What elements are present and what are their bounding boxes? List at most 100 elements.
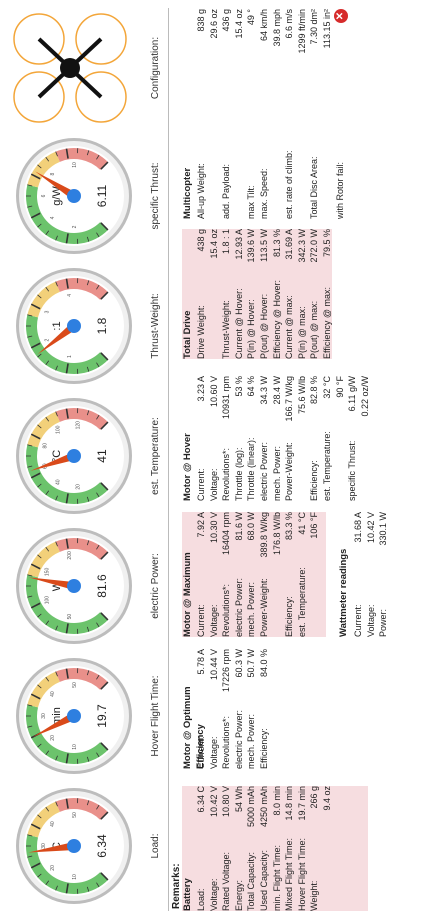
row-value: 166.7 W/kg <box>284 376 295 422</box>
gauge-needle <box>28 842 75 853</box>
row-label <box>296 54 309 219</box>
panel-row: 75.6 W/lb <box>296 376 309 501</box>
row-value: 106 °F <box>309 512 320 539</box>
gauge-scale-label: 10 <box>72 162 78 168</box>
panel-row: Efficiency @ max: 79.5 % <box>321 229 334 359</box>
panel-row: electric Power: 34.3 W <box>258 376 271 501</box>
gauge-unit: g/W <box>51 186 63 206</box>
row-value: 19.7 min <box>296 786 307 821</box>
row-label <box>208 39 221 219</box>
gauge-scale-label: 10 <box>72 874 78 880</box>
row-value: 90 °F <box>334 376 345 398</box>
wattmeter-panel: Wattmeter readings Current: 31.68 A Voltage… <box>338 512 390 637</box>
row-label: Current: <box>353 604 363 637</box>
row-value: 113.15 in² <box>321 9 332 49</box>
row-value: 10.80 V <box>221 786 232 818</box>
row-value: 31.69 A <box>284 229 295 260</box>
panel-row: est. rate of climb: 6.6 m/s <box>283 9 296 219</box>
row-label: electric Power: <box>258 441 269 501</box>
gauge-label: Thrust-Weight: <box>150 293 161 359</box>
row-label <box>296 414 309 501</box>
gauge: 50 100 150 200 W 81.6 electric Power: <box>4 521 166 651</box>
row-value: 272.0 W <box>309 229 320 263</box>
row-label: Efficiency @ max: <box>321 287 332 359</box>
row-label: specific Thrust: <box>347 440 358 501</box>
gauge-needle <box>30 452 76 471</box>
gauge-scale-label: 6 <box>41 194 47 197</box>
gauge-scale-label: 30 <box>41 713 47 719</box>
panel-row: 29.6 oz <box>208 9 221 219</box>
panel-title: Multicopter <box>182 167 193 219</box>
panel-row: Voltage: 10.42 V <box>365 512 378 637</box>
row-label: Current @ Hover: <box>233 288 244 359</box>
panel-row: Efficiency: 82.8 % <box>308 376 321 501</box>
row-value: 7.30 dm² <box>309 9 320 45</box>
panel-row: P(out) @ Hover: 113.5 W <box>258 229 271 359</box>
row-value: 60.3 W <box>233 649 244 678</box>
gauge-dial: 2 4 6 8 10 g/W 6.11 <box>16 138 132 254</box>
panel-title: Motor @ Maximum <box>182 552 193 637</box>
row-label: est. rate of climb: <box>284 150 295 219</box>
row-label: Voltage: <box>208 468 219 501</box>
panel-row: Efficiency @ Hover: 81.3 % <box>271 229 284 359</box>
panel-row: 90 °F <box>334 376 347 501</box>
row-label: Current @ max: <box>284 295 295 359</box>
row-label: P(out) @ Hover: <box>258 293 269 359</box>
row-value: 10.42 V <box>365 512 376 544</box>
panel-row: est. Temperature: 32 °C <box>321 376 334 501</box>
row-value: 6.34 C <box>196 786 206 813</box>
panel-row: Current: 3.23 A <box>195 376 208 501</box>
panel-row: Revolutions*: 16404 rpm <box>220 512 233 637</box>
row-label: P(in) @ Hover: <box>246 299 257 359</box>
panel-row: Revolutions*: 10931 rpm <box>220 376 233 501</box>
panel-row: max. Speed: 64 km/h <box>258 9 271 219</box>
panel-row: Current: 7.92 A <box>195 512 208 637</box>
motor-optimum-panel: Motor @ Optimum Efficiency Current: 5.78 A… <box>182 649 271 769</box>
panel-row: Mixed Flight Time: 14.8 min <box>283 786 296 911</box>
panel-row: electric Power: 81.6 W <box>233 512 246 637</box>
gauge-scale-label: 1 <box>67 355 73 358</box>
row-value: 6.11 g/W <box>347 376 358 412</box>
row-label: Weight: <box>309 880 320 911</box>
row-label <box>271 47 284 219</box>
motor-maximum-panel: Motor @ Maximum Current: 7.92 A Voltage: 10.… <box>182 512 326 637</box>
total-drive-panel: Total Drive Drive Weight: 438 g 15.4 oz Thru… <box>182 229 332 359</box>
gauge-scale-label: 8 <box>50 172 56 175</box>
gauge-scale-label: 200 <box>67 551 73 560</box>
row-value: 81.6 W <box>233 512 244 541</box>
row-value: 5000 mAh <box>246 786 257 828</box>
row-value: 0.22 oz/W <box>359 376 370 417</box>
panel-row: Power-Weight: 166.7 W/kg <box>283 376 296 501</box>
panel-row: mech. Power: 50.7 W <box>245 649 258 769</box>
row-value: 84.0 % <box>258 649 269 678</box>
panel-row: Current: 5.78 A <box>195 649 208 769</box>
row-label: Used Capacity: <box>258 849 269 911</box>
row-value: 10.30 V <box>208 512 219 544</box>
row-label: Voltage: <box>208 878 219 911</box>
row-value: 54 Wh <box>233 786 244 813</box>
row-label: Hover Flight Time: <box>296 837 307 911</box>
row-label: Voltage: <box>208 604 219 637</box>
panel-row: specific Thrust: 6.11 g/W <box>346 376 359 501</box>
row-value: 139.6 W <box>246 229 257 263</box>
row-value: 176.8 W/lb <box>271 512 282 556</box>
gauge-value: 6.11 <box>95 184 109 207</box>
gauge-needle <box>33 712 76 737</box>
gauge-scale-label: 100 <box>44 596 50 605</box>
panel-row: mech. Power: 28.4 W <box>271 376 284 501</box>
row-label: with Rotor fail: <box>334 161 345 219</box>
row-label: Current: <box>196 468 206 501</box>
row-label: Current: <box>196 736 206 769</box>
row-label: est. Temperature: <box>321 431 332 501</box>
panel-row: min. Flight Time: 8.0 min <box>271 786 284 911</box>
panel-row: 15.4 oz <box>208 229 221 359</box>
row-label <box>233 39 246 219</box>
gauge-unit: W <box>51 580 63 591</box>
panel-row: Rated Voltage: 10.80 V <box>220 786 233 911</box>
row-label: mech. Power: <box>246 713 257 769</box>
gauge-scale-label: 40 <box>56 479 62 485</box>
panel-row: Current @ max: 31.69 A <box>283 229 296 359</box>
panel-row: Efficiency: 83.3 % <box>283 512 296 637</box>
row-label: Voltage: <box>208 736 219 769</box>
row-value: 330.1 W <box>378 512 389 546</box>
